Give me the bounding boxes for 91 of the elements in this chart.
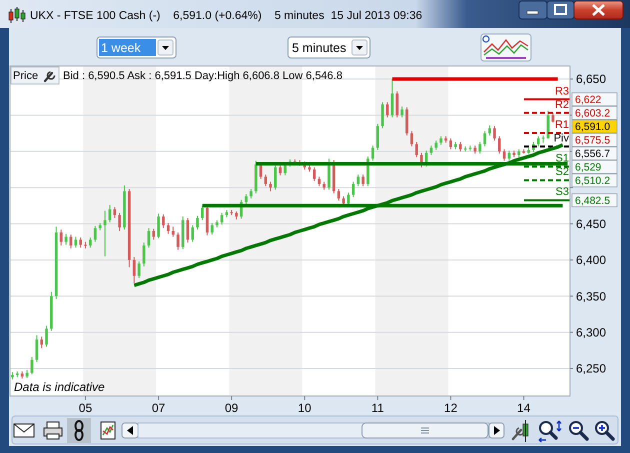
candlestick <box>546 110 550 139</box>
ref-line-label: S1 <box>556 152 569 165</box>
candlestick <box>396 90 398 118</box>
x-tick-label: 11 <box>371 401 384 415</box>
candlestick <box>64 233 68 246</box>
candlestick <box>35 334 38 362</box>
candlestick <box>434 140 438 150</box>
ref-line-label: S2 <box>556 166 569 178</box>
candlestick <box>30 356 34 375</box>
candlestick <box>390 78 394 118</box>
text: 6,529 <box>575 162 602 174</box>
text: 6,622 <box>575 94 602 106</box>
text: 6,482.5 <box>575 194 610 207</box>
candlestick <box>132 256 136 284</box>
text: 6,603.2 <box>575 108 610 120</box>
candlestick <box>45 325 48 348</box>
candlestick <box>478 141 482 154</box>
y-tick-label: 6,350 <box>576 289 606 304</box>
candlestick <box>430 145 433 156</box>
text: 6,591.0 <box>575 121 610 134</box>
candlestick <box>337 188 340 202</box>
ref-line-label: S3 <box>556 186 569 198</box>
candlestick <box>118 212 121 232</box>
chart-title: UKX - FTSE 100 Cash (-) 6,591.0 (+0.64%) 5 minutes 15 Jul 2013 09:36 <box>30 10 422 22</box>
x-tick-label: 09 <box>224 401 239 415</box>
candlestick <box>459 141 462 152</box>
y-tick-label: 6,300 <box>576 326 606 340</box>
ref-line-label: R2 <box>554 98 569 111</box>
candlestick <box>186 217 190 244</box>
x-tick-label: 07 <box>152 401 166 415</box>
candlestick <box>318 176 321 187</box>
candlestick <box>104 210 106 257</box>
candlestick <box>264 174 268 187</box>
candlestick <box>381 102 384 129</box>
candlestick <box>274 164 277 190</box>
candlestick <box>356 174 360 187</box>
x-tick-label: 10 <box>298 401 312 415</box>
candlestick <box>157 213 160 239</box>
candlestick <box>250 188 252 199</box>
candlestick <box>386 102 389 118</box>
candlestick <box>415 141 418 158</box>
candlestick <box>312 166 316 182</box>
chart-subtitle: Bid : 6,590.5 Ask : 6,591.5 Day:High 6,606.8 Low 6,546.8 <box>63 70 342 82</box>
candlestick <box>196 215 199 230</box>
candlestick <box>162 214 165 229</box>
candlestick <box>200 205 204 221</box>
x-tick-label: 05 <box>78 401 92 415</box>
text: 5 minutes <box>292 41 346 55</box>
candlestick <box>142 242 146 267</box>
candlestick <box>166 222 170 234</box>
candlestick <box>493 126 496 142</box>
candlestick <box>152 228 156 240</box>
candlestick <box>220 212 224 225</box>
candlestick <box>172 226 174 238</box>
y-tick-label: 6,250 <box>576 362 606 376</box>
candlestick <box>147 228 150 248</box>
candlestick <box>88 237 92 248</box>
candlestick <box>176 232 180 250</box>
ref-line-label: R3 <box>554 85 569 98</box>
candlestick <box>269 181 272 192</box>
text: 6,510.2 <box>575 175 610 188</box>
y-tick-label: 6,450 <box>576 216 606 231</box>
candlestick <box>79 237 82 248</box>
candlestick <box>191 224 194 242</box>
candlestick <box>138 260 140 279</box>
candlestick <box>552 112 554 123</box>
candlestick <box>488 124 492 136</box>
candlestick <box>40 336 44 349</box>
ref-line-label: Piv <box>554 132 570 145</box>
candlestick <box>400 106 404 118</box>
candlestick <box>498 136 501 154</box>
y-tick-label: 6,650 <box>576 72 606 86</box>
text: 6,556.7 <box>575 148 610 160</box>
candlestick <box>210 222 214 236</box>
candlestick <box>60 229 62 246</box>
text: 1 week <box>101 41 142 55</box>
candlestick <box>362 174 364 187</box>
candlestick <box>347 192 350 206</box>
candlestick <box>376 123 380 150</box>
y-tick-label: 6,400 <box>576 253 606 268</box>
ref-line-label: R1 <box>554 118 569 131</box>
x-tick-label: 14 <box>517 401 531 415</box>
candlestick <box>74 236 78 248</box>
candlestick <box>449 138 452 150</box>
x-tick-label: 12 <box>444 401 458 415</box>
y-axis-title: Price <box>13 70 38 82</box>
candlestick <box>94 225 97 242</box>
text: 6,575.5 <box>575 134 610 147</box>
annotation: Data is indicative <box>14 380 106 394</box>
candlestick <box>352 181 355 198</box>
candlestick <box>406 106 408 136</box>
